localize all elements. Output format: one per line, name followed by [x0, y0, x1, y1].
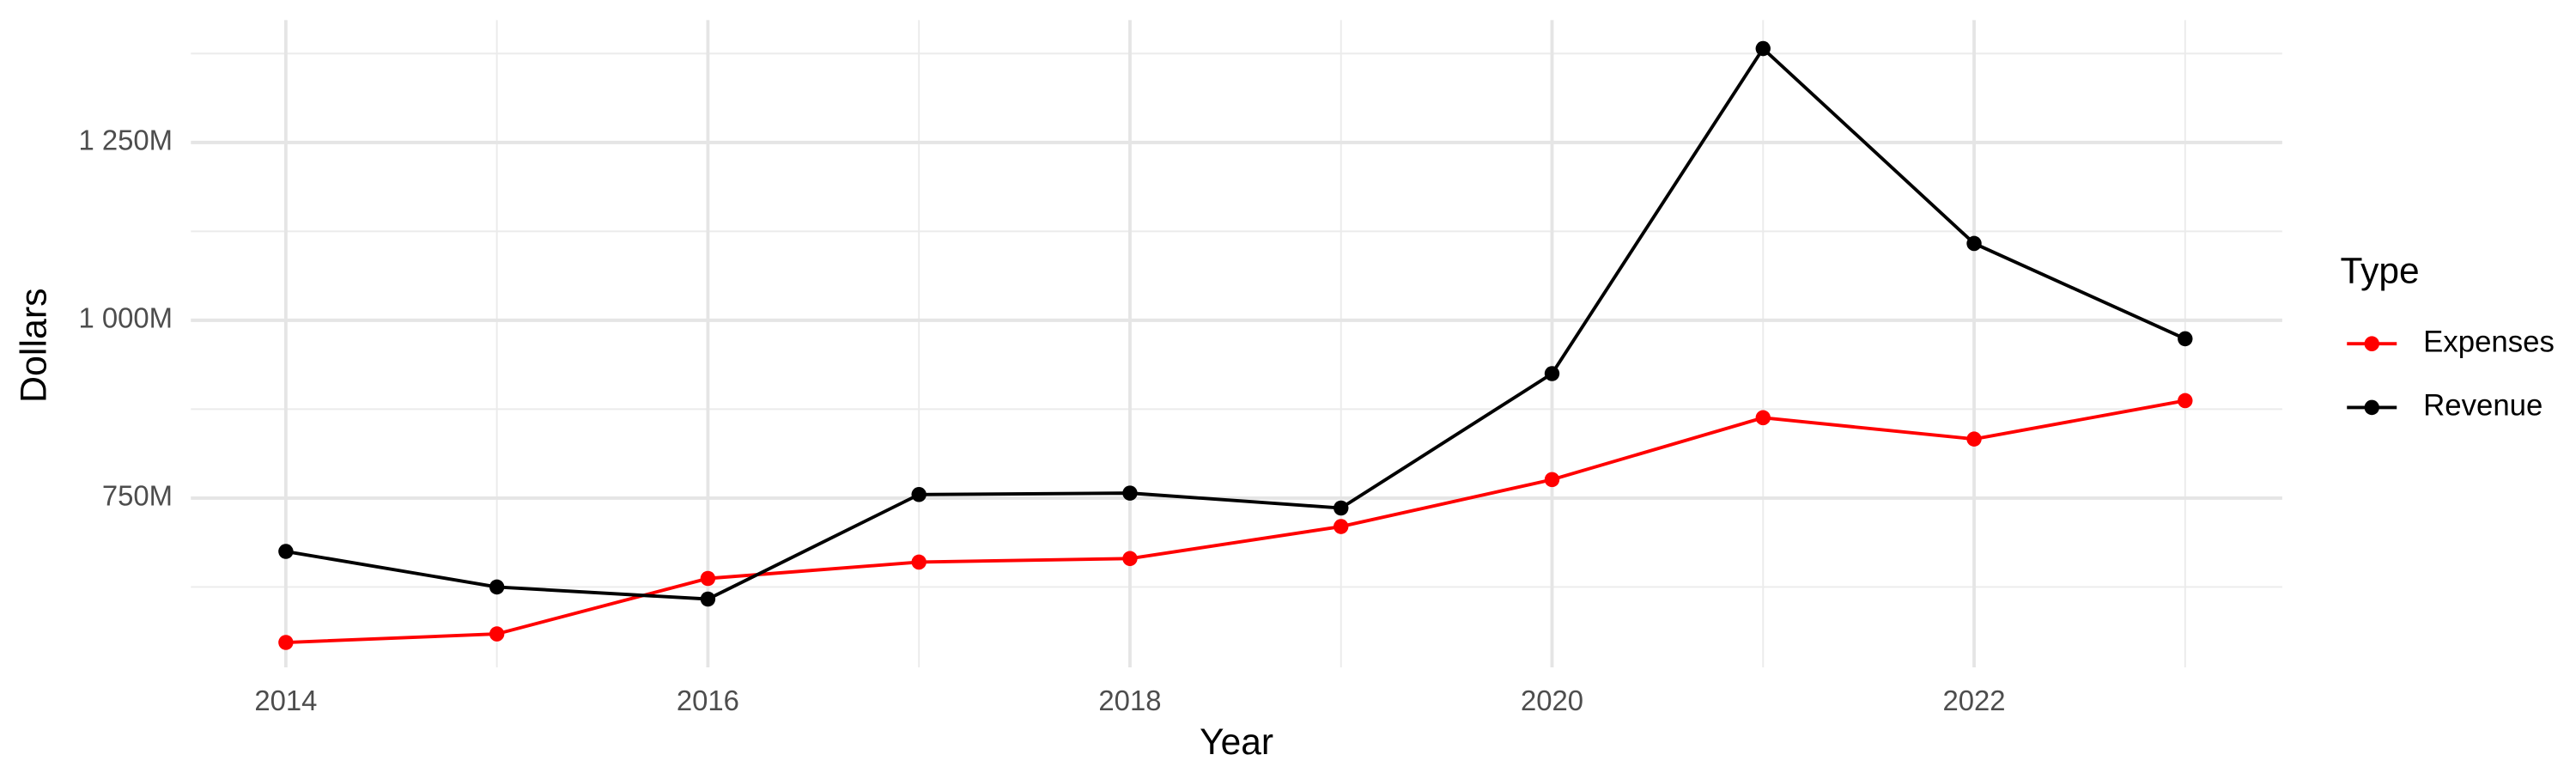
series-line — [285, 46, 2186, 601]
y-tick-label: 1 250M — [78, 124, 173, 155]
data-point — [278, 635, 294, 650]
data-point — [489, 579, 505, 595]
data-point — [489, 626, 505, 642]
legend-label: Expenses — [2423, 325, 2555, 358]
series-line — [285, 399, 2186, 644]
y-axis-title: Dollars — [14, 288, 55, 403]
legend-title: Type — [2341, 250, 2420, 291]
data-point — [1122, 551, 1138, 567]
data-point — [700, 570, 716, 587]
data-point — [1544, 472, 1560, 488]
y-tick-label: 750M — [102, 480, 173, 512]
x-tick-label: 2018 — [1098, 685, 1161, 716]
legend-marker — [2364, 336, 2379, 352]
data-point — [278, 544, 294, 559]
legend-label: Revenue — [2423, 389, 2543, 423]
data-point — [1966, 235, 1982, 252]
legend-marker — [2364, 399, 2379, 416]
data-point — [700, 591, 716, 607]
data-point — [1966, 431, 1982, 447]
data-point — [1334, 500, 1349, 516]
x-tick-label: 2016 — [677, 685, 739, 716]
data-point — [1544, 366, 1560, 381]
data-point — [2178, 331, 2193, 347]
data-point — [911, 554, 927, 570]
data-point — [1122, 485, 1138, 501]
data-point — [2178, 393, 2193, 409]
x-axis-title: Year — [1200, 721, 1273, 763]
data-point — [911, 486, 927, 502]
x-tick-label: 2020 — [1521, 685, 1583, 716]
data-point — [1755, 40, 1771, 57]
x-tick-label: 2022 — [1942, 685, 2005, 716]
y-tick-label: 1 000M — [78, 302, 173, 334]
data-point — [1334, 519, 1349, 534]
x-tick-label: 2014 — [254, 685, 317, 716]
data-point — [1755, 410, 1771, 426]
